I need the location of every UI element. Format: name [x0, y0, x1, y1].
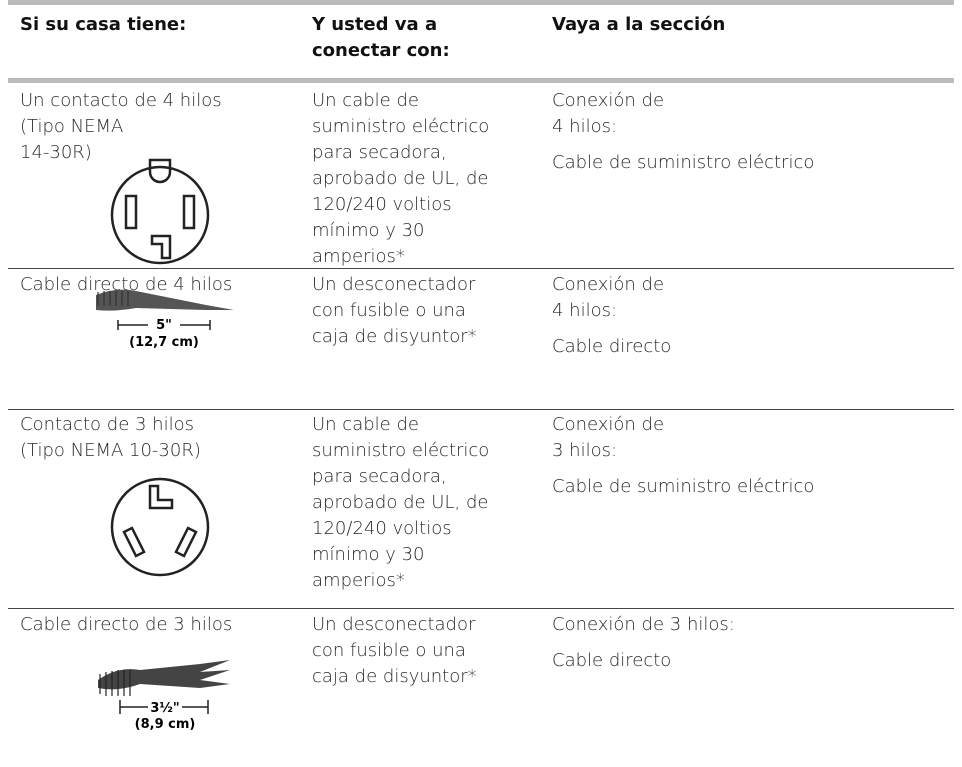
text-line: Conexión de [552, 90, 665, 111]
dimension: 3½" [150, 701, 179, 716]
text-line: aprobado de UL, de [312, 492, 489, 513]
text-line: 4 hilos: [552, 300, 618, 321]
text-line: Conexión de 3 hilos: [552, 614, 735, 635]
section-cell: Conexión de 3 hilos: Cable directo [552, 612, 735, 674]
text-line: Conexión de [552, 414, 665, 435]
text-line: caja de disyuntor* [312, 326, 477, 347]
text-line: Un contacto de 4 hilos [20, 90, 222, 111]
header-cell: Vaya a la sección [552, 12, 725, 38]
row-rule [8, 409, 954, 410]
text-line: Un cable de [312, 414, 419, 435]
top-band [8, 0, 954, 5]
outlet-3-wire [110, 477, 210, 577]
text-line: Y usted va a [312, 14, 438, 35]
house-cell: Cable directo de 4 hilos [20, 272, 232, 298]
text-line: 4 hilos: [552, 116, 618, 137]
house-cell: Un contacto de 4 hilos (Tipo NEMA 14-30R) [20, 88, 222, 166]
text-line: Cable de suministro eléctrico [552, 476, 815, 497]
cable-3-wire: 3½" (8,9 cm) [98, 660, 230, 732]
text-line: (Tipo NEMA 10-30R) [20, 440, 201, 461]
house-cell: Cable directo de 3 hilos [20, 612, 232, 638]
text-line: Si su casa tiene: [20, 14, 187, 35]
connect-cell: Un cable de suministro eléctrico para seca… [312, 412, 489, 594]
row-rule [8, 608, 954, 609]
text-line: 120/240 voltios [312, 518, 452, 539]
text-line: amperios* [312, 246, 405, 267]
text-line: 14-30R) [20, 142, 92, 163]
section-cell: Conexión de 4 hilos: Cable directo [552, 272, 671, 360]
text-line: con fusible o una [312, 300, 466, 321]
text-line: mínimo y 30 [312, 220, 425, 241]
connect-cell: Un cable de suministro eléctrico para seca… [312, 88, 489, 270]
text-line: caja de disyuntor* [312, 666, 477, 687]
cable-4-wire: 5" (12,7 cm) [96, 289, 234, 350]
text-line: Contacto de 3 hilos [20, 414, 194, 435]
header-cell: Si su casa tiene: [20, 12, 186, 38]
text-line: 3 hilos: [552, 440, 618, 461]
text-line: (Tipo NEMA [20, 116, 124, 137]
text-line: Cable directo [552, 336, 672, 357]
house-cell: Contacto de 3 hilos (Tipo NEMA 10-30R) [20, 412, 201, 464]
text-line: suministro eléctrico [312, 440, 490, 461]
header-rule [8, 78, 954, 83]
header-cell: Y usted va a conectar con: [312, 12, 450, 64]
text-line: Un desconectador [312, 274, 476, 295]
connect-cell: Un desconectador con fusible o una caja de… [312, 612, 477, 690]
text-line: conectar con: [312, 40, 450, 61]
outlet-4-wire [110, 158, 210, 265]
section-cell: Conexión de 3 hilos: Cable de suministro e… [552, 412, 814, 500]
dimension-metric: (8,9 cm) [135, 717, 196, 732]
text-line: con fusible o una [312, 640, 466, 661]
text-line: para secadora, [312, 142, 447, 163]
text-line: Un desconectador [312, 614, 476, 635]
dimension: 5" [156, 318, 172, 333]
text-line: amperios* [312, 570, 405, 591]
text-line: para secadora, [312, 466, 447, 487]
dimension-metric: (12,7 cm) [129, 335, 199, 350]
text-line: mínimo y 30 [312, 544, 425, 565]
text-line: Vaya a la sección [552, 14, 726, 35]
row-rule [8, 268, 954, 269]
text-line: Cable de suministro eléctrico [552, 152, 815, 173]
text-line: Cable directo de 4 hilos [20, 274, 233, 295]
section-cell: Conexión de 4 hilos: Cable de suministro e… [552, 88, 814, 176]
text-line: Cable directo [552, 650, 672, 671]
text-line: Conexión de [552, 274, 665, 295]
connect-cell: Un desconectador con fusible o una caja de… [312, 272, 477, 350]
text-line: suministro eléctrico [312, 116, 490, 137]
text-line: aprobado de UL, de [312, 168, 489, 189]
text-line: Un cable de [312, 90, 419, 111]
text-line: Cable directo de 3 hilos [20, 614, 233, 635]
text-line: 120/240 voltios [312, 194, 452, 215]
